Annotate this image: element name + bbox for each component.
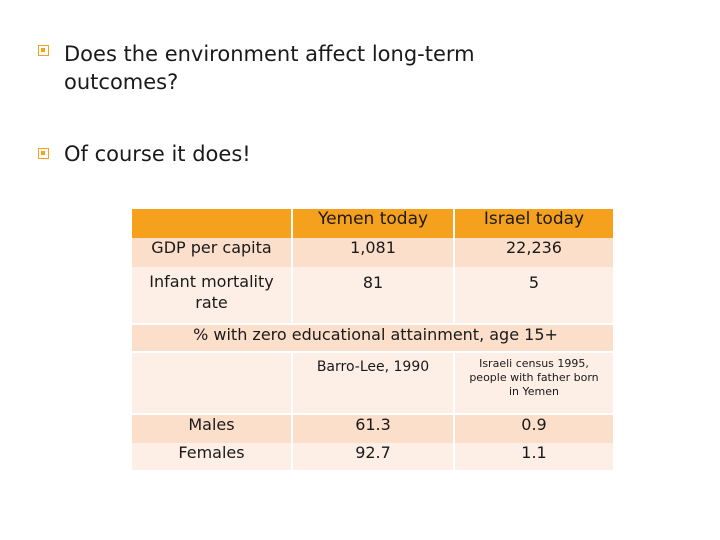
infant-mortality-line2: rate <box>195 293 228 312</box>
source-israel-line1: Israeli census 1995, <box>479 357 589 370</box>
infant-mortality-yemen: 81 <box>291 267 454 324</box>
table-source-row: Barro-Lee, 1990 Israeli census 1995, peo… <box>132 351 613 414</box>
row-label-infant-mortality: Infant mortality rate <box>132 267 292 324</box>
table-row-males: Males 61.3 0.9 <box>132 413 613 443</box>
header-israel: Israel today <box>453 209 613 238</box>
comparison-table: Yemen today Israel today GDP per capita … <box>132 209 613 470</box>
source-israel-line2: people with father born <box>469 371 599 384</box>
source-yemen: Barro-Lee, 1990 <box>291 351 454 414</box>
source-israel-line3: in Yemen <box>508 385 559 398</box>
table-header-row: Yemen today Israel today <box>132 209 613 238</box>
source-empty-cell <box>132 351 292 414</box>
table-row-females: Females 92.7 1.1 <box>132 443 613 470</box>
males-israel: 0.9 <box>453 413 613 443</box>
table-row-gdp: GDP per capita 1,081 22,236 <box>132 238 613 267</box>
bullet-text-1: Does the environment affect long-term ou… <box>64 40 475 96</box>
bullet-text-1-line1: Does the environment affect long-term <box>64 42 475 66</box>
females-israel: 1.1 <box>453 443 613 470</box>
header-empty-cell <box>132 209 292 238</box>
row-label-gdp: GDP per capita <box>132 238 292 267</box>
table-section-row: % with zero educational attainment, age … <box>132 323 613 352</box>
females-yemen: 92.7 <box>291 443 454 470</box>
infant-mortality-line1: Infant mortality <box>149 272 274 291</box>
gdp-israel: 22,236 <box>453 238 613 267</box>
bullet-marker-2 <box>38 148 49 159</box>
table-row-infant-mortality: Infant mortality rate 81 5 <box>132 267 613 324</box>
infant-mortality-israel: 5 <box>453 267 613 324</box>
row-label-males: Males <box>132 413 292 443</box>
source-israel: Israeli census 1995, people with father … <box>453 351 613 414</box>
header-yemen: Yemen today <box>291 209 454 238</box>
males-yemen: 61.3 <box>291 413 454 443</box>
gdp-yemen: 1,081 <box>291 238 454 267</box>
row-label-females: Females <box>132 443 292 470</box>
bullet-text-1-line2: outcomes? <box>64 70 179 94</box>
section-title: % with zero educational attainment, age … <box>132 323 613 352</box>
bullet-marker-1 <box>38 45 49 56</box>
bullet-text-2: Of course it does! <box>64 142 251 166</box>
